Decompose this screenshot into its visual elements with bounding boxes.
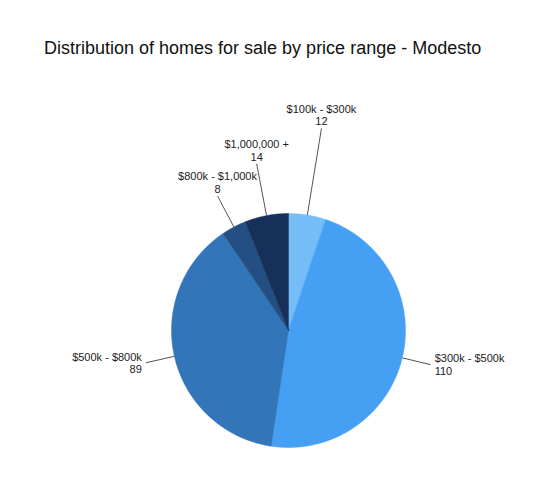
html-text:Distribution of homes for sale: Distribution of homes for sale by price … <box>44 38 482 58</box>
svg-text:$800k - $1,000k8: $800k - $1,000k8 <box>178 170 257 195</box>
svg-text:$500k - $800k89: $500k - $800k89 <box>72 350 142 375</box>
svg-text:$100k - $300k12: $100k - $300k12 <box>287 103 357 128</box>
svg-text:$1,000,000 +14: $1,000,000 +14 <box>224 138 289 163</box>
svg-text:$300k - $500k110: $300k - $500k110 <box>435 352 505 377</box>
